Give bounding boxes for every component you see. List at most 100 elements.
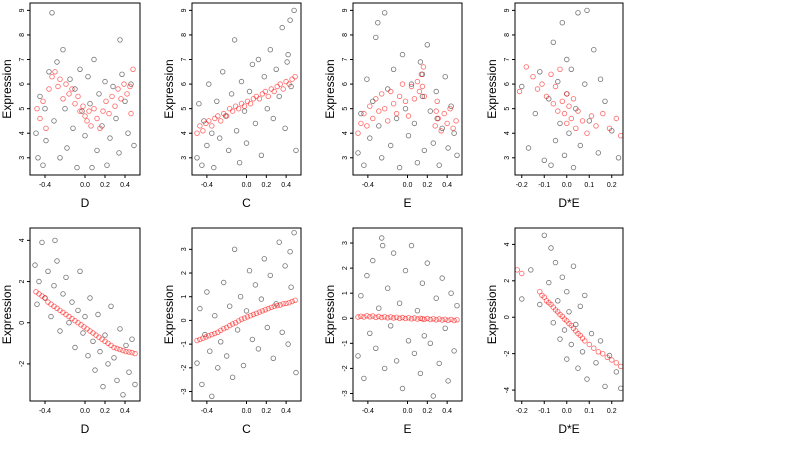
data-point [82,113,88,119]
data-point [602,383,608,390]
data-point [197,305,203,312]
data-point [418,71,425,77]
data-point [216,135,223,141]
y-tick-label: 4 [19,238,26,242]
data-point [226,322,233,329]
y-tick-label: 2 [19,280,26,284]
data-point [69,86,75,92]
x-tick-label: 0.2 [261,408,271,415]
data-point [375,20,381,26]
data-point [92,367,98,373]
data-point [256,309,263,315]
x-axis-label: D*E [558,422,579,436]
data-point [355,314,361,320]
y-tick-label: 9 [504,8,511,12]
data-point [39,239,45,246]
data-point [454,303,460,309]
x-tick-label: 0.4 [442,408,452,415]
scatter-panel-6: -0.4 0.0 0.2 0.4 -3 -2 -1 0 1 2 3 C Expression [162,227,302,436]
data-point [241,108,248,114]
series-red [34,66,136,131]
series-black [519,232,624,391]
data-point [241,315,248,321]
data-point [220,279,227,286]
data-point [282,263,288,269]
data-point [561,110,568,117]
data-point [582,292,588,299]
data-point [559,20,565,26]
data-point [442,73,448,80]
data-point [51,118,57,124]
data-point [367,103,373,109]
data-point [396,164,403,171]
data-point [214,98,220,104]
x-tick-label: 0.0 [562,408,572,415]
plot-frame [352,2,463,176]
x-axis-label: C [242,422,251,436]
data-point [588,113,595,119]
series-red [194,297,298,344]
x-axis-label: E [403,422,411,436]
y-tick-label: 3 [181,156,188,160]
data-point [441,110,447,117]
data-point [405,338,412,344]
data-point [197,336,203,343]
data-point [110,83,116,90]
data-point [259,91,266,97]
y-axis-label: Expression [485,285,499,344]
data-point [586,341,592,348]
data-point [424,315,430,322]
x-tick-label: 0.2 [100,408,110,415]
data-point [600,110,606,117]
data-point [132,381,138,388]
data-point [379,314,385,321]
data-point [209,331,215,338]
data-point [217,327,224,334]
data-point [241,103,248,109]
data-point [270,355,276,361]
data-point [235,318,242,324]
data-point [96,91,102,97]
data-point [123,348,129,355]
data-point [276,93,282,100]
series-black [519,7,622,171]
data-point [130,66,136,72]
data-point [94,115,100,122]
data-point [448,316,454,323]
data-point [364,313,370,319]
scatter-panel-7: -0.4 0.0 0.2 0.4 -3 -2 -1 0 1 2 3 E Expression [323,227,463,436]
data-point [432,123,438,129]
y-tick-label: 3 [342,156,349,160]
data-point [595,150,601,156]
data-point [559,274,565,280]
data-point [128,81,134,87]
x-tick-label: -0.1 [538,182,550,189]
data-point [199,381,205,388]
data-point [393,115,400,122]
data-point [364,76,370,82]
data-point [424,260,430,266]
data-point [537,301,543,308]
data-point [388,142,394,149]
data-point [217,339,224,345]
data-point [209,393,215,399]
x-tick-label: 0.0 [562,182,572,189]
data-point [57,76,63,82]
series-black [33,10,137,171]
data-point [238,316,245,322]
data-point [66,91,72,97]
data-point [117,326,123,332]
y-tick-label: 8 [19,33,26,37]
data-point [361,162,367,168]
scatter-panel-5: -0.4 0.0 0.2 0.4 -2 0 2 4 D Expression [0,227,141,436]
data-point [112,103,118,109]
data-point [579,349,586,355]
series-red [355,64,459,136]
data-point [209,123,215,129]
data-point [445,145,451,151]
data-point [445,317,451,323]
data-point [523,64,529,70]
data-point [385,285,391,291]
data-point [40,162,46,168]
x-axis-label: D [81,422,90,436]
